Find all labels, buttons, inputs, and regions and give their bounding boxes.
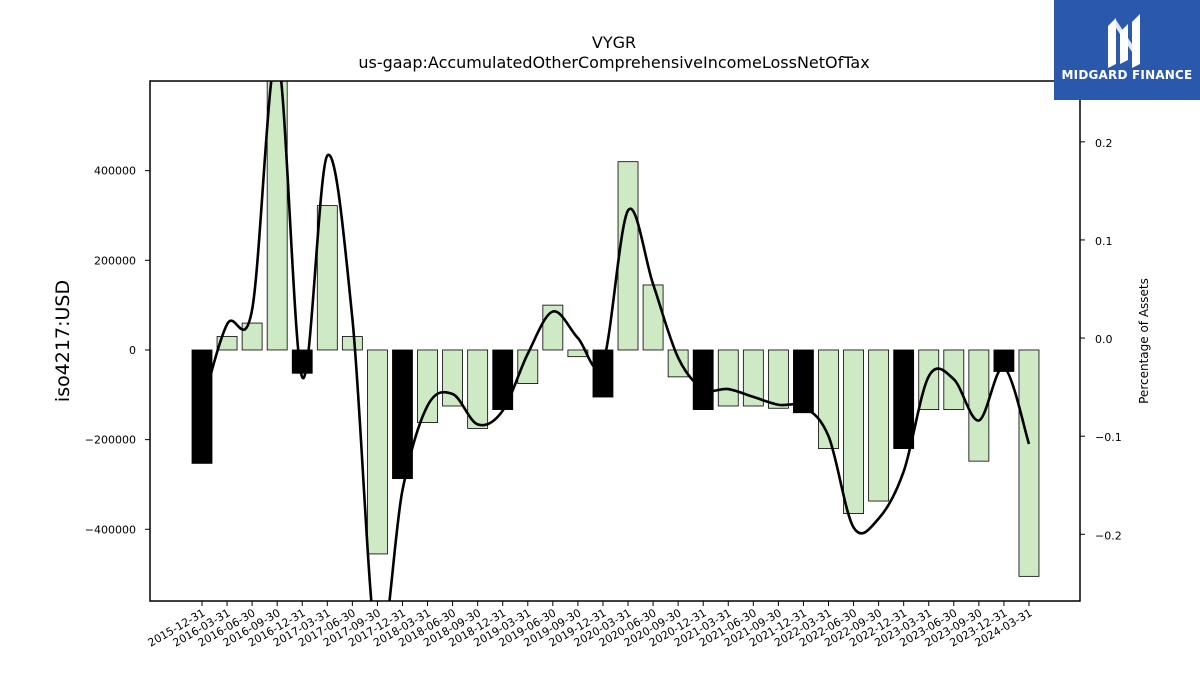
logo-mark-icon bbox=[1108, 14, 1140, 68]
bar-2017-09-30 bbox=[367, 349, 388, 555]
bar-2019-09-30 bbox=[567, 349, 589, 358]
bar-2016-09-30 bbox=[266, 81, 288, 351]
line-layer bbox=[200, 81, 1031, 601]
bar-2019-03-31 bbox=[517, 349, 539, 384]
y2-tick-label: 0.0 bbox=[1095, 333, 1113, 346]
chart-subtitle: us-gaap:AccumulatedOtherComprehensiveInc… bbox=[358, 53, 869, 72]
bar-2019-12-31 bbox=[592, 349, 614, 398]
bar-2023-12-31 bbox=[993, 349, 1015, 372]
bar-2021-09-30 bbox=[767, 349, 789, 409]
y-tick-label: 400000 bbox=[94, 165, 136, 178]
y2-tick-label: 0.1 bbox=[1095, 235, 1113, 248]
bar-2018-12-31 bbox=[492, 349, 514, 410]
y-tick-label: −200000 bbox=[85, 434, 136, 447]
y-axis-right: −0.2 −0.1 0.0 0.1 0.2 bbox=[1080, 137, 1122, 542]
bar-2020-12-31 bbox=[692, 349, 714, 410]
y-axis-label: iso4217:USD bbox=[52, 280, 74, 402]
bar-2021-06-30 bbox=[742, 349, 764, 407]
bar-2024-03-31 bbox=[1018, 349, 1040, 577]
y-tick-label: 0 bbox=[129, 344, 136, 357]
bar-2021-03-31 bbox=[717, 349, 739, 407]
bar-2020-03-31 bbox=[617, 161, 639, 351]
bars bbox=[191, 81, 1040, 577]
x-axis: 2015-12-312016-03-312016-06-302016-09-30… bbox=[146, 601, 1034, 650]
chart-title: VYGR bbox=[592, 33, 636, 52]
percentage-of-assets-line bbox=[200, 81, 1031, 601]
logo-text: MIDGARD FINANCE bbox=[1061, 68, 1193, 82]
bar-2022-09-30 bbox=[868, 349, 890, 502]
midgard-finance-logo: MIDGARD FINANCE bbox=[1054, 0, 1200, 100]
bar-2017-06-30 bbox=[341, 336, 363, 351]
y2-tick-label: −0.1 bbox=[1095, 431, 1122, 444]
bar-2020-06-30 bbox=[642, 284, 664, 351]
bar-2018-03-31 bbox=[417, 349, 438, 423]
bar-2016-06-30 bbox=[241, 322, 263, 351]
bar-2023-09-30 bbox=[968, 349, 990, 462]
y-tick-label: −400000 bbox=[85, 523, 136, 536]
y2-axis-label: Percentage of Assets bbox=[1137, 278, 1151, 404]
bar-2020-09-30 bbox=[667, 349, 689, 378]
bar-2018-09-30 bbox=[467, 349, 489, 429]
y2-tick-label: −0.2 bbox=[1095, 529, 1122, 542]
bar-2018-06-30 bbox=[442, 349, 464, 407]
y2-tick-label: 0.2 bbox=[1095, 137, 1113, 150]
plot-frame bbox=[149, 80, 1081, 602]
bar-2017-12-31 bbox=[392, 349, 413, 480]
y-axis-left: −400000 −200000 0 200000 400000 bbox=[85, 165, 150, 536]
bar-2021-12-31 bbox=[793, 349, 814, 414]
bar-2022-12-31 bbox=[893, 349, 915, 449]
y-tick-label: 200000 bbox=[94, 254, 136, 267]
bar-2017-03-31 bbox=[316, 205, 338, 351]
bar-2022-06-30 bbox=[843, 349, 864, 514]
